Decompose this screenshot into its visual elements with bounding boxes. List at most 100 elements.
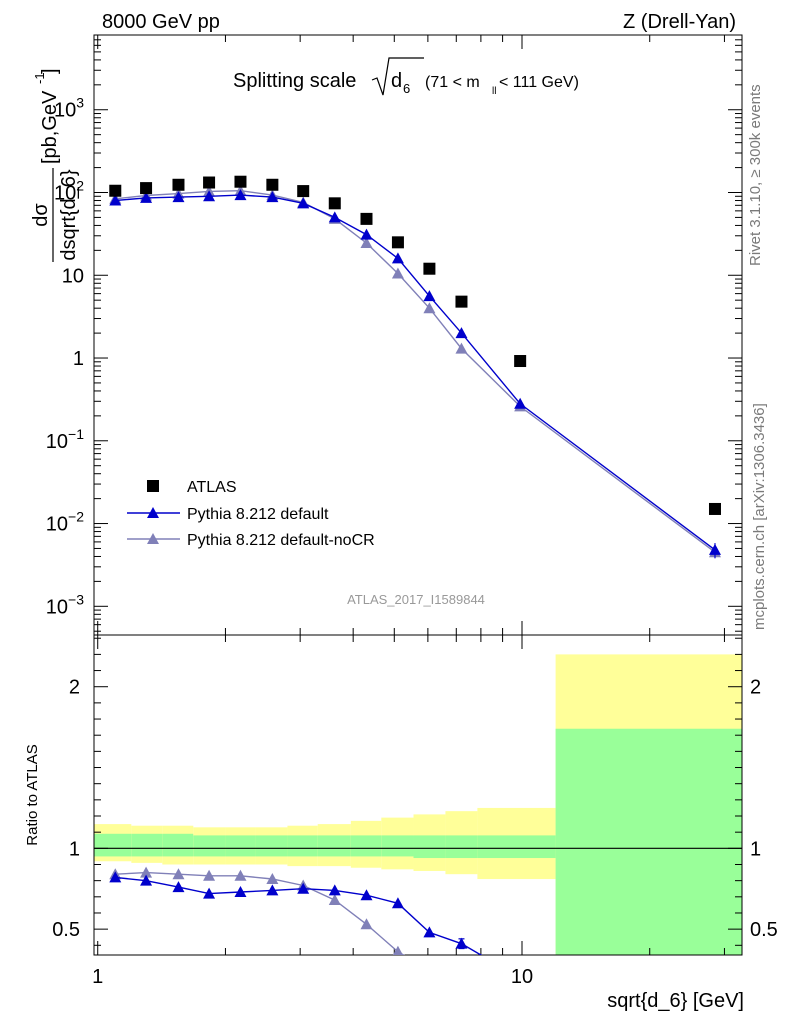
analysis-id: ATLAS_2017_I1589844 [347, 592, 485, 607]
data-point-atlas [423, 262, 436, 275]
data-point-pythia-default [423, 290, 436, 302]
plot-title-text: Splitting scale [233, 70, 356, 92]
data-point-pythia-default [391, 252, 404, 264]
rivet-version-label: Rivet 3.1.10, ≥ 300k events [747, 84, 764, 266]
ratio-band-inner [477, 835, 556, 859]
legend-marker-default [147, 507, 159, 518]
ratio-band-inner [445, 835, 478, 859]
ratio-point-pythia-default [423, 926, 436, 938]
data-point-pythia-default [297, 197, 310, 209]
axis-ticks [94, 34, 742, 955]
ratio-band-inner [131, 833, 163, 857]
ratio-point-pythia-default [203, 887, 216, 899]
main-y-tick-label: 10−1 [46, 426, 84, 453]
legend-label-nocr: Pythia 8.212 default-noCR [187, 532, 375, 549]
ratio-band-inner [287, 835, 318, 857]
ratio-y-tick-label-right: 1 [750, 838, 761, 860]
x-tick-label: 10 [511, 966, 533, 988]
ratio-y-tick-label-left: 0.5 [52, 919, 80, 941]
legend-label-atlas: ATLAS [187, 479, 237, 496]
ylabel-denominator: dsqrt{d_6} [58, 169, 80, 261]
data-point-atlas [360, 212, 373, 225]
ratio-point-pythia-default [391, 897, 404, 909]
data-point-atlas [234, 175, 247, 188]
plot-title-range-tail: < 111 GeV) [499, 74, 579, 91]
main-y-tick-label: 10−3 [46, 591, 84, 618]
data-point-atlas [140, 182, 153, 195]
mcplots-label: mcplots.cern.ch [arXiv:1306.3436] [751, 403, 768, 630]
plot-title-range: (71 < m [425, 74, 480, 91]
data-point-pythia-default [172, 191, 185, 203]
ratio-point-pythia-default [328, 884, 341, 896]
data-point-pythia-nocr [360, 237, 373, 249]
ratio-bands [94, 654, 742, 955]
data-point-atlas [109, 184, 122, 197]
series-line-pythia-nocr [115, 189, 716, 553]
header-right: Z (Drell-Yan) [623, 11, 736, 33]
main-y-tick-label: 10−2 [46, 509, 84, 536]
ratio-band-inner [317, 835, 351, 857]
data-point-atlas [203, 176, 216, 189]
ratio-point-pythia-nocr [392, 945, 403, 955]
ylabel-unit-close: ] [39, 68, 61, 74]
ratio-band-inner [255, 835, 288, 857]
ratio-point-pythia-default [486, 955, 498, 966]
tick-labels: 10−3 10−2 10−1 1 10 102 103 0.5 0.5 1 1 2 2 1 10 [46, 95, 778, 988]
header-left: 8000 GeV pp [102, 11, 220, 33]
ratio-y-tick-label-right: 0.5 [750, 919, 778, 941]
ratio-point-pythia-default [140, 874, 153, 886]
legend-marker-atlas [147, 480, 159, 492]
ratio-point-pythia-default [360, 889, 373, 901]
data-point-pythia-default [109, 194, 122, 206]
main-y-tick-label: 10 [62, 265, 84, 287]
data-point-atlas [391, 236, 404, 249]
plot-title-symbol-sub: 6 [403, 81, 410, 96]
ratio-band-inner [162, 833, 194, 857]
data-point-pythia-nocr [455, 342, 468, 354]
ratio-point-pythia-default [266, 884, 279, 896]
plot-title-symbol: d [391, 70, 402, 92]
ratio-line-pythia-nocr [115, 871, 406, 955]
main-ylabel: dσ dsqrt{d_6} [pb,GeV -1 ] [30, 68, 80, 262]
data-point-pythia-default [266, 191, 279, 203]
x-tick-label: 1 [92, 966, 103, 988]
ratio-ylabel: Ratio to ATLAS [24, 744, 41, 845]
x-axis-label: sqrt{d_6} [GeV] [607, 990, 744, 1012]
plot-title: Splitting scale d 6 (71 < m ll < 111 GeV… [233, 57, 579, 97]
ratio-point-pythia-default [297, 882, 310, 894]
data-point-atlas [708, 502, 721, 515]
legend: ATLAS Pythia 8.212 default Pythia 8.212 … [127, 479, 375, 549]
ratio-point-pythia-nocr [172, 868, 185, 880]
ratio-point-pythia-nocr [266, 873, 279, 885]
ratio-y-tick-label-left: 2 [69, 677, 80, 699]
ratio-band-inner [555, 728, 742, 955]
ratio-band-inner [381, 835, 414, 857]
ratio-point-pythia-nocr [234, 869, 247, 881]
ratio-point-pythia-nocr [328, 894, 341, 906]
data-point-atlas [328, 197, 341, 210]
ratio-y-tick-label-right: 2 [750, 677, 761, 699]
data-point-pythia-default [514, 397, 527, 409]
ratio-data [109, 866, 498, 966]
ratio-band-inner [193, 835, 226, 857]
data-point-pythia-nocr [391, 267, 404, 279]
main-y-tick-label: 102 [54, 177, 84, 204]
data-point-atlas [514, 355, 527, 368]
data-point-pythia-default [140, 191, 153, 203]
ratio-point-pythia-default [172, 881, 185, 893]
ratio-frame [93, 634, 743, 956]
ratio-band-inner [225, 835, 256, 857]
ylabel-numerator: dσ [30, 203, 52, 227]
ratio-band-inner [413, 835, 446, 859]
data-point-pythia-nocr [423, 302, 436, 314]
data-point-pythia-default [455, 327, 468, 339]
plot-title-range-sub: ll [492, 86, 496, 97]
series-line-pythia-default [115, 194, 716, 551]
ratio-band-inner [350, 835, 382, 857]
ylabel-unit: [pb,GeV [39, 90, 61, 164]
ratio-point-pythia-default [234, 885, 247, 897]
ratio-y-tick-label-left: 1 [69, 838, 80, 860]
ratio-point-pythia-nocr [360, 918, 373, 930]
ratio-point-pythia-nocr [140, 866, 153, 878]
